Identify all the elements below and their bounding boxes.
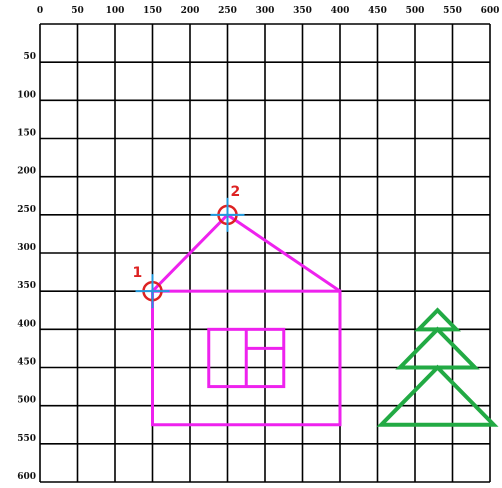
x-tick-label: 50 <box>71 6 84 16</box>
x-tick-label: 400 <box>331 6 350 16</box>
house-body <box>151 289 342 427</box>
y-tick-label: 600 <box>17 472 36 482</box>
x-tick-label: 0 <box>37 6 43 16</box>
x-tick-label: 350 <box>293 6 312 16</box>
point-marker: 2 <box>210 184 245 232</box>
x-tick-label: 450 <box>368 6 387 16</box>
x-tick-label: 300 <box>256 6 275 16</box>
y-tick-label: 150 <box>17 129 36 139</box>
x-tick-label: 100 <box>106 6 125 16</box>
y-tick-label: 200 <box>17 167 36 177</box>
y-tick-label: 450 <box>17 358 36 368</box>
marker-label: 2 <box>231 184 241 200</box>
tree-tier <box>413 307 462 332</box>
x-tick-label: 150 <box>143 6 162 16</box>
y-tick-label: 400 <box>17 319 36 329</box>
y-tick-label: 550 <box>17 434 36 444</box>
x-tick-label: 200 <box>181 6 200 16</box>
point-marker: 1 <box>133 265 170 309</box>
tree-tier <box>376 364 499 427</box>
y-tick-label: 500 <box>17 396 36 406</box>
house-drawing <box>151 212 342 427</box>
y-axis-tick-labels: 50 100 150 200 250 300 350 400 450 500 550 600 <box>17 52 36 482</box>
marker-label: 1 <box>133 265 143 281</box>
x-tick-label: 250 <box>218 6 237 16</box>
x-axis-tick-labels: 0 50 100 150 200 250 300 350 400 450 500 550 600 <box>37 6 500 16</box>
grid-lines <box>39 23 491 483</box>
point-markers: 12 <box>133 184 245 309</box>
x-tick-label: 600 <box>481 6 500 16</box>
tree-drawing <box>376 307 499 427</box>
y-tick-label: 50 <box>23 52 36 62</box>
y-tick-label: 250 <box>17 205 36 215</box>
x-tick-label: 500 <box>406 6 425 16</box>
tree-tier <box>395 326 480 370</box>
x-tick-label: 550 <box>443 6 462 16</box>
y-tick-label: 300 <box>17 243 36 253</box>
y-tick-label: 350 <box>17 281 36 291</box>
y-tick-label: 100 <box>17 90 36 100</box>
